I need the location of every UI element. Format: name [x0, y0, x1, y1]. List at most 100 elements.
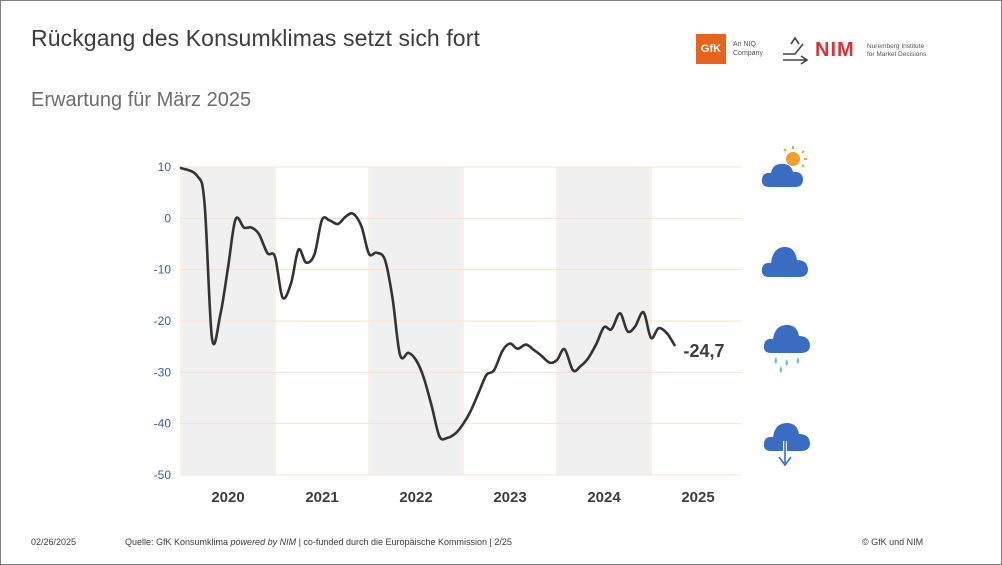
- x-tick-label: 2024: [587, 489, 621, 506]
- end-value-label: -24,7: [684, 341, 725, 361]
- data-point: [658, 327, 660, 329]
- data-point: [360, 226, 362, 228]
- data-point: [674, 344, 676, 346]
- nim-logo-mark: NIM: [815, 39, 855, 61]
- nim-logo-sub-1: Nuremberg Institute: [867, 43, 925, 50]
- data-point: [305, 261, 307, 263]
- data-point: [337, 223, 339, 225]
- data-point: [587, 357, 589, 359]
- data-point: [478, 391, 480, 393]
- data-point: [399, 354, 401, 356]
- footer-source-italic: powered by NIM: [230, 537, 297, 547]
- footer-date: 02/26/2025: [31, 537, 77, 547]
- data-point: [282, 296, 284, 298]
- data-point: [352, 213, 354, 215]
- slide-title: Rückgang des Konsumklimas setzt sich for…: [31, 25, 480, 51]
- data-point: [258, 233, 260, 235]
- data-point: [595, 343, 597, 345]
- data-point: [180, 167, 182, 169]
- cloud-icon: [761, 247, 808, 277]
- gfk-logo-mark: GfK: [696, 34, 726, 64]
- footer-copyright: © GfK und NIM: [862, 537, 924, 547]
- nim-arrow-icon: [783, 36, 809, 65]
- gfk-logo-sub-1: An NIQ: [733, 41, 756, 48]
- data-point: [462, 423, 464, 425]
- data-point: [611, 328, 613, 330]
- footer-source: Quelle: GfK Konsumklima powered by NIM |…: [125, 537, 512, 547]
- data-point: [580, 365, 582, 367]
- data-point: [627, 330, 629, 332]
- y-tick-label: 10: [158, 160, 172, 174]
- gfk-logo-subtext: An NIQ Company: [733, 40, 793, 58]
- gfk-logo-sub-2: Company: [733, 50, 763, 57]
- data-point: [446, 437, 448, 439]
- footer-source-suffix: | co-funded durch die Europäische Kommis…: [296, 537, 512, 547]
- storm-cloud-icon: [763, 423, 810, 469]
- data-point: [313, 253, 315, 255]
- y-tick-label: -40: [154, 417, 172, 431]
- consumer-climate-line: [179, 166, 676, 441]
- y-tick-label: 0: [164, 211, 171, 225]
- slide-subtitle: Erwartung für März 2025: [31, 89, 252, 111]
- data-point: [439, 436, 441, 438]
- data-point: [572, 369, 574, 371]
- x-tick-label: 2021: [305, 489, 338, 506]
- data-point: [204, 202, 206, 204]
- data-point: [603, 326, 605, 328]
- data-point: [454, 432, 456, 434]
- data-point: [251, 227, 253, 229]
- data-point: [666, 332, 668, 334]
- data-point: [407, 352, 409, 354]
- data-point: [431, 406, 433, 408]
- data-point: [384, 259, 386, 261]
- data-point: [423, 376, 425, 378]
- data-point: [548, 362, 550, 364]
- data-point: [298, 249, 300, 251]
- data-point: [564, 348, 566, 350]
- data-point: [211, 337, 213, 339]
- data-point: [235, 218, 237, 220]
- data-point: [266, 252, 268, 254]
- x-tick-label: 2020: [211, 489, 244, 506]
- footer-source-prefix: Quelle: GfK Konsumklima: [125, 537, 231, 547]
- x-tick-label: 2025: [681, 489, 714, 506]
- data-point: [470, 410, 472, 412]
- y-tick-label: -30: [154, 365, 172, 379]
- nim-logo-subtext: Nuremberg Institute for Market Decisions: [867, 43, 947, 59]
- data-point: [619, 312, 621, 314]
- data-point: [196, 175, 198, 177]
- data-point: [642, 311, 644, 313]
- x-tick-label: 2023: [493, 489, 526, 506]
- x-tick-label: 2022: [399, 489, 432, 506]
- data-point: [321, 219, 323, 221]
- y-tick-label: -10: [154, 263, 172, 277]
- data-point: [525, 344, 527, 346]
- rain-cloud-icon: [763, 325, 810, 373]
- data-point: [290, 283, 292, 285]
- data-point: [540, 354, 542, 356]
- data-point: [493, 369, 495, 371]
- data-point: [415, 359, 417, 361]
- nim-logo-sub-2: for Market Decisions: [867, 51, 927, 58]
- data-point: [345, 216, 347, 218]
- data-point: [219, 313, 221, 315]
- data-point: [486, 374, 488, 376]
- data-point: [329, 219, 331, 221]
- data-point: [517, 348, 519, 350]
- data-point: [556, 359, 558, 361]
- data-point: [509, 343, 511, 345]
- data-point: [533, 349, 535, 351]
- data-point: [501, 350, 503, 352]
- data-point: [243, 227, 245, 229]
- y-tick-label: -20: [154, 314, 172, 328]
- data-point: [368, 253, 370, 255]
- data-point: [274, 256, 276, 258]
- y-tick-label: -50: [154, 468, 172, 482]
- data-point: [634, 326, 636, 328]
- data-point: [227, 267, 229, 269]
- data-point: [376, 252, 378, 254]
- sun-cloud-icon: [761, 146, 807, 187]
- data-point: [392, 297, 394, 299]
